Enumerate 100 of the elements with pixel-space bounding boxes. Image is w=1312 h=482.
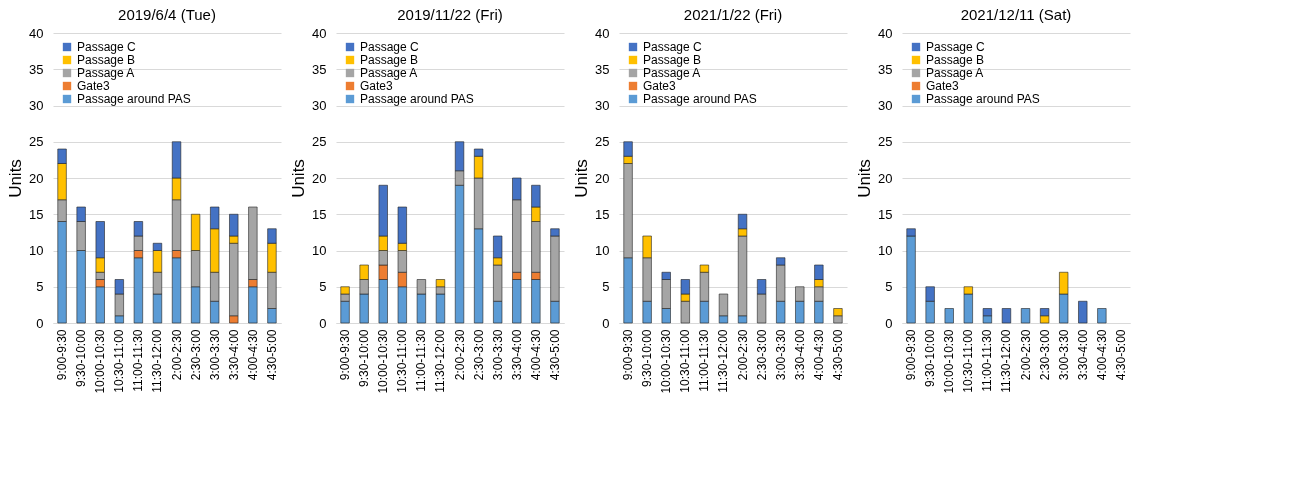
legend-label: Passage A <box>77 66 135 80</box>
x-tick-label: 9:00-9:30 <box>338 329 353 381</box>
y-tick-label: 20 <box>595 170 610 186</box>
y-axis-title: Units <box>6 159 26 198</box>
x-tick-label: 4:00-4:30 <box>528 329 543 381</box>
y-tick-label: 15 <box>878 206 893 222</box>
x-tick-label: 3:00-3:30 <box>1056 329 1071 381</box>
x-tick-label: 10:30-11:00 <box>395 329 410 393</box>
x-tick-label: 3:00-3:30 <box>207 329 222 381</box>
legend-label: Passage A <box>926 66 984 80</box>
y-tick-label: 10 <box>312 243 327 258</box>
x-tick-label: 9:30-10:00 <box>357 329 372 387</box>
legend-label: Passage around PAS <box>77 92 191 106</box>
legend-label: Passage C <box>926 40 986 54</box>
legend-label: Passage C <box>77 40 137 54</box>
x-tick-label: 4:30-5:00 <box>830 329 845 381</box>
x-tick-label: 4:00-4:30 <box>245 329 260 381</box>
x-tick-label: 10:00-10:30 <box>659 329 674 394</box>
x-tick-label: 9:30-10:00 <box>640 329 655 387</box>
legend-label: Passage around PAS <box>360 92 474 106</box>
legend-label: Passage A <box>643 66 701 80</box>
x-tick-label: 11:30-12:00 <box>150 329 165 393</box>
x-tick-label: 10:30-11:00 <box>112 329 127 393</box>
x-tick-label: 9:00-9:30 <box>904 329 919 381</box>
x-tick-label: 2:30-3:00 <box>188 329 203 381</box>
y-tick-label: 35 <box>878 61 893 77</box>
legend-label: Passage around PAS <box>926 92 1040 106</box>
y-tick-label: 10 <box>595 243 610 258</box>
x-tick-label: 3:00-3:30 <box>490 329 505 381</box>
x-tick-label: 3:00-3:30 <box>773 329 788 381</box>
x-tick-label: 3:30-4:00 <box>226 329 241 381</box>
chart-title: 2019/11/22 (Fri) <box>397 6 503 23</box>
x-tick-label: 10:00-10:30 <box>942 329 957 394</box>
y-tick-label: 20 <box>878 170 893 186</box>
x-tick-label: 10:00-10:30 <box>93 329 108 394</box>
x-tick-label: 4:00-4:30 <box>1094 329 1109 381</box>
x-tick-label: 3:30-4:00 <box>792 329 807 381</box>
y-axis-title: Units <box>572 159 592 198</box>
y-tick-label: 0 <box>36 315 44 331</box>
y-tick-label: 0 <box>602 315 610 331</box>
x-tick-label: 11:00-11:30 <box>131 329 146 392</box>
x-tick-label: 11:30-12:00 <box>716 329 731 393</box>
y-tick-label: 10 <box>29 243 44 258</box>
x-tick-label: 2:00-2:30 <box>735 329 750 381</box>
y-tick-label: 40 <box>878 25 893 41</box>
x-tick-label: 2:00-2:30 <box>452 329 467 381</box>
y-tick-label: 10 <box>878 243 893 258</box>
legend-label: Passage B <box>77 53 136 67</box>
x-tick-label: 3:30-4:00 <box>509 329 524 381</box>
x-tick-label: 11:00-11:30 <box>697 329 712 392</box>
y-axis-title: Units <box>289 159 309 198</box>
x-tick-label: 4:30-5:00 <box>264 329 279 381</box>
x-tick-label: 2:00-2:30 <box>169 329 184 381</box>
x-tick-label: 9:30-10:00 <box>923 329 938 387</box>
y-tick-label: 5 <box>602 279 610 295</box>
x-tick-label: 9:30-10:00 <box>74 329 89 387</box>
x-tick-label: 2:30-3:00 <box>1037 329 1052 381</box>
legend-label: Passage around PAS <box>643 92 757 106</box>
x-tick-label: 11:30-12:00 <box>433 329 448 393</box>
x-tick-label: 4:30-5:00 <box>1113 329 1128 381</box>
legend-label: Gate3 <box>643 79 677 93</box>
bar <box>1020 308 1031 324</box>
y-tick-label: 20 <box>29 170 44 186</box>
y-tick-label: 30 <box>878 98 893 113</box>
x-tick-label: 4:30-5:00 <box>547 329 562 381</box>
y-axis-title: Units <box>855 159 875 198</box>
y-tick-label: 25 <box>312 134 327 150</box>
y-tick-label: 0 <box>319 315 327 331</box>
x-tick-label: 9:00-9:30 <box>621 329 636 381</box>
x-tick-label: 2:30-3:00 <box>471 329 486 381</box>
x-tick-label: 10:30-11:00 <box>678 329 693 393</box>
x-tick-label: 11:00-11:30 <box>980 329 995 392</box>
y-tick-label: 25 <box>595 134 610 150</box>
y-tick-label: 40 <box>595 25 610 41</box>
legend-label: Passage B <box>643 53 702 67</box>
bar <box>944 308 954 324</box>
y-tick-label: 15 <box>595 206 610 222</box>
legend-label: Gate3 <box>360 79 394 93</box>
y-tick-label: 40 <box>29 25 44 41</box>
chart-title: 2021/12/11 (Sat) <box>960 6 1072 23</box>
y-tick-label: 30 <box>595 98 610 113</box>
y-tick-label: 5 <box>319 279 327 295</box>
y-tick-label: 25 <box>29 134 44 150</box>
y-tick-label: 5 <box>36 279 44 295</box>
legend-label: Gate3 <box>77 79 111 93</box>
chart-title: 2021/1/22 (Fri) <box>683 6 783 23</box>
legend-label: Passage B <box>360 53 419 67</box>
y-tick-label: 30 <box>312 98 327 113</box>
x-tick-label: 2:30-3:00 <box>754 329 769 381</box>
x-tick-label: 2:00-2:30 <box>1018 329 1033 381</box>
x-tick-label: 11:30-12:00 <box>999 329 1014 393</box>
y-tick-label: 35 <box>312 61 327 77</box>
y-tick-label: 40 <box>312 25 327 41</box>
legend-label: Passage A <box>360 66 418 80</box>
chart-title: 2019/6/4 (Tue) <box>118 6 216 23</box>
legend-label: Passage B <box>926 53 985 67</box>
y-tick-label: 15 <box>312 206 327 222</box>
y-tick-label: 35 <box>29 61 44 77</box>
x-tick-label: 9:00-9:30 <box>55 329 70 381</box>
legend-label: Passage C <box>360 40 420 54</box>
